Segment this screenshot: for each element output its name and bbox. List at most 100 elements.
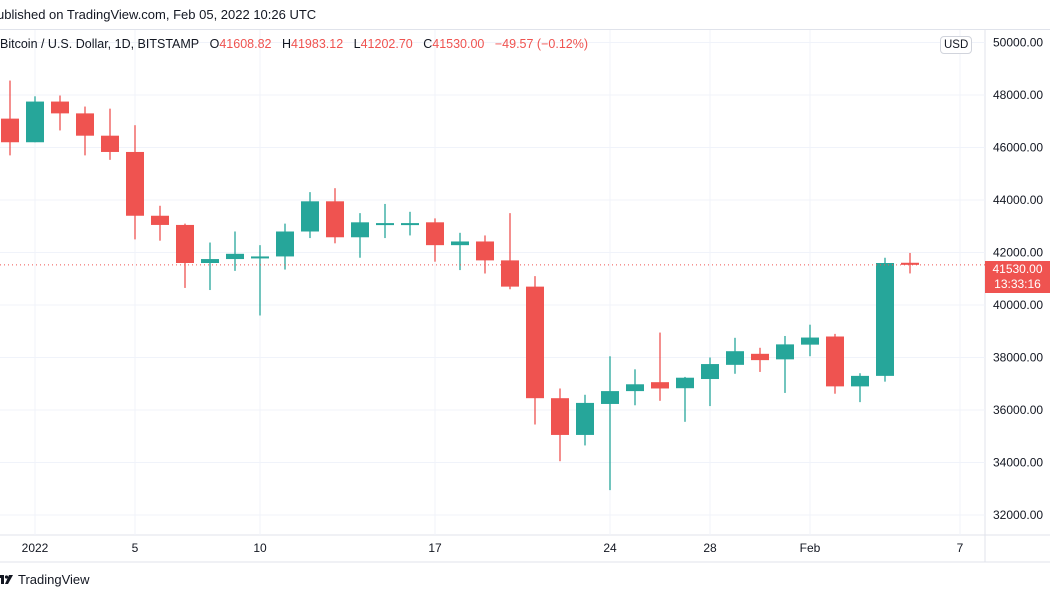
price-tick-label: 42000.00 (993, 246, 1043, 260)
candle-body (601, 391, 619, 404)
brand-name: TradingView (18, 572, 90, 587)
candle-body (1, 118, 19, 143)
candle-body (101, 135, 119, 152)
candle-body (876, 263, 894, 376)
candle-body (476, 241, 494, 261)
candle-2022-01-22 (551, 388, 569, 462)
candle-body (401, 223, 419, 226)
low-value: 41202.70 (360, 37, 413, 51)
price-tick-label: 48000.00 (993, 88, 1043, 102)
candle-2022-01-25 (626, 369, 644, 406)
candle-2022-01-05 (126, 125, 144, 240)
time-tick-label: 10 (253, 541, 267, 555)
tradingview-branding[interactable]: TradingView (0, 572, 90, 587)
time-tick-label: 5 (132, 541, 139, 555)
candle-2022-01-24 (601, 356, 619, 491)
candle-2022-01-21 (526, 276, 544, 425)
time-tick-label: 7 (957, 541, 964, 555)
candle-2022-01-23 (576, 394, 594, 446)
low-label: L (353, 37, 361, 51)
candle-body (826, 336, 844, 387)
candle-2022-02-02 (826, 333, 844, 394)
candle-2022-01-14 (351, 213, 369, 258)
candle-body (626, 384, 644, 392)
candle-2022-01-07 (176, 223, 194, 288)
candle-2022-01-17 (426, 218, 444, 262)
candle-2022-01-15 (376, 203, 394, 239)
close-value: 41530.00 (432, 37, 485, 51)
symbol-name: Bitcoin / U.S. Dollar, 1D, BITSTAMP (0, 37, 200, 51)
high-label: H (281, 37, 292, 51)
time-tick-label: 28 (703, 541, 717, 555)
price-tick-label: 34000.00 (993, 456, 1043, 470)
last-price-label: 41530.00 13:33:16 (985, 261, 1050, 293)
currency-badge[interactable]: USD (940, 36, 973, 54)
candle-2022-01-06 (151, 205, 169, 241)
candle-body (576, 402, 594, 435)
price-tick-label: 32000.00 (993, 508, 1043, 522)
symbol-legend: Bitcoin / U.S. Dollar, 1D, BITSTAMP O416… (0, 37, 588, 51)
candle-body (726, 351, 744, 365)
candle-body (676, 377, 694, 389)
candle-body (851, 375, 869, 387)
price-tick-label: 46000.00 (993, 141, 1043, 155)
candle-body (376, 223, 394, 226)
candle-2022-01-03 (76, 106, 94, 156)
tradingview-logo-icon (0, 574, 13, 584)
candle-2022-02-03 (851, 373, 869, 403)
candle-2022-02-04 (876, 257, 894, 382)
price-tick-label: 36000.00 (993, 403, 1043, 417)
candle-2021-12-31 (1, 80, 19, 156)
candle-body (501, 260, 519, 287)
candle-body (326, 201, 344, 238)
candle-body (526, 286, 544, 399)
candle-2022-01-31 (776, 335, 794, 393)
candle-2022-01-26 (651, 332, 669, 401)
candle-body (551, 398, 569, 435)
candle-body (451, 241, 469, 246)
candle-2022-01-19 (476, 235, 494, 274)
candle-2022-01-20 (501, 213, 519, 290)
candle-body (126, 151, 144, 216)
candle-body (776, 344, 794, 360)
header-divider (0, 29, 1050, 30)
candle-2022-01-13 (326, 188, 344, 244)
candles (1, 80, 919, 491)
candle-body (251, 256, 269, 259)
candle-2022-01-08 (201, 242, 219, 291)
price-tick-label: 38000.00 (993, 351, 1043, 365)
price-tick-label: 44000.00 (993, 193, 1043, 207)
candle-body (51, 101, 69, 114)
candle-2022-01-09 (226, 231, 244, 271)
candle-2022-01-28 (701, 357, 719, 407)
candle-body (751, 353, 769, 361)
candle-body (701, 364, 719, 380)
time-tick-label: 2022 (22, 541, 49, 555)
candle-2022-02-05 (901, 252, 919, 274)
change-value: −49.57 (−0.12%) (494, 37, 588, 51)
candle-body (901, 262, 919, 265)
candle-2022-01-11 (276, 223, 294, 270)
candle-body (26, 101, 44, 143)
bar-countdown: 13:33:16 (994, 277, 1041, 291)
candle-2022-01-02 (51, 95, 69, 131)
candle-2022-02-01 (801, 324, 819, 357)
candle-2022-01-10 (251, 245, 269, 316)
candle-body (76, 113, 94, 136)
close-label: C (423, 37, 433, 51)
last-price-value: 41530.00 (992, 262, 1043, 276)
candle-2022-01-30 (751, 347, 769, 372)
candle-body (426, 222, 444, 246)
open-label: O (209, 37, 220, 51)
time-axis[interactable]: 2022 5 10 17 24 28 Feb 7 (22, 541, 964, 555)
candle-body (176, 224, 194, 263)
time-tick-label: 24 (603, 541, 617, 555)
candle-2022-01-29 (726, 337, 744, 374)
candle-body (651, 382, 669, 389)
open-value: 41608.82 (219, 37, 272, 51)
candle-2022-01-18 (451, 232, 469, 271)
price-axis[interactable]: 50000.00 48000.00 46000.00 44000.00 42000.00… (993, 36, 1043, 523)
price-tick-label: 50000.00 (993, 36, 1043, 50)
time-tick-label: Feb (800, 541, 821, 555)
